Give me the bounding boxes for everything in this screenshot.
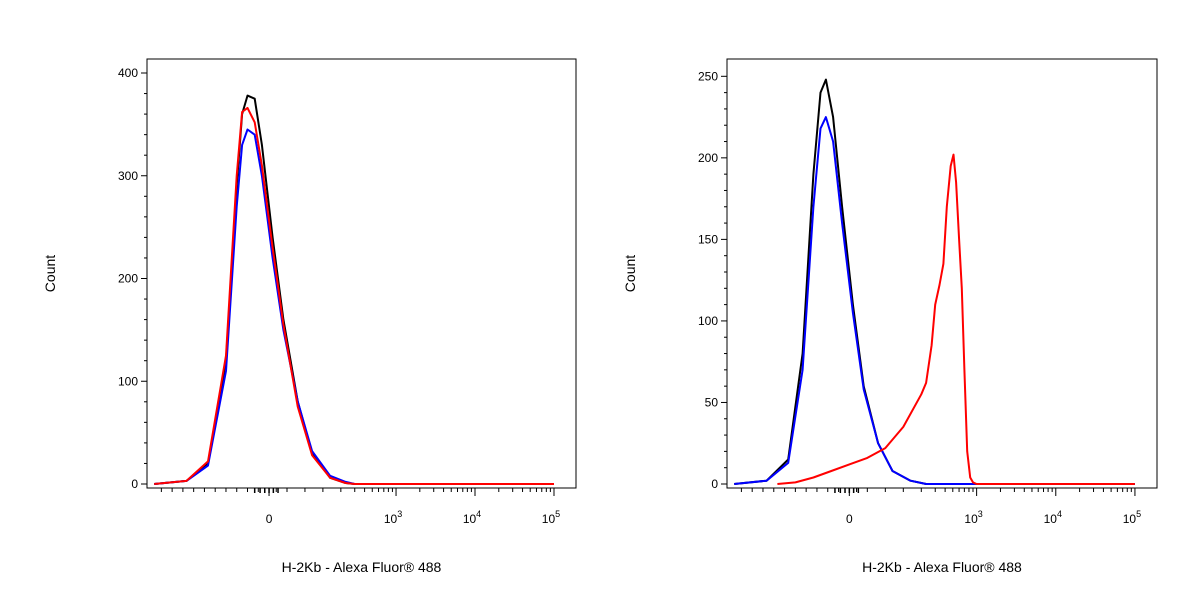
y-tick-label: 400 bbox=[118, 66, 138, 80]
y-axis-title: Count bbox=[622, 255, 638, 292]
y-tick-label: 50 bbox=[705, 395, 719, 409]
y-tick-label: 200 bbox=[118, 272, 138, 286]
x-tick-label: 103 bbox=[384, 509, 402, 526]
x-tick-label: 103 bbox=[964, 509, 982, 526]
left-histogram-panel: 0 100 200 300 400 0 103 104 105 Count H-2Kb - Alex… bbox=[42, 58, 577, 575]
y-tick-label: 0 bbox=[711, 477, 718, 491]
x-tick-label: 0 bbox=[266, 512, 273, 526]
y-tick-label: 100 bbox=[118, 374, 138, 388]
histogram-line bbox=[734, 116, 1135, 485]
y-tick-label: 100 bbox=[698, 314, 718, 328]
histogram-line bbox=[777, 153, 1135, 485]
y-tick-label: 200 bbox=[698, 151, 718, 165]
y-tick-label: 0 bbox=[131, 477, 138, 491]
x-tick-label: 104 bbox=[463, 509, 481, 526]
plot-frame bbox=[146, 58, 577, 489]
x-tick-label: 105 bbox=[542, 509, 560, 526]
histogram-line bbox=[154, 128, 554, 485]
x-axis-title: H-2Kb - Alexa Fluor® 488 bbox=[862, 559, 1022, 575]
y-tick-label: 250 bbox=[698, 69, 718, 83]
y-tick-label: 150 bbox=[698, 232, 718, 246]
x-tick-label: 105 bbox=[1123, 509, 1141, 526]
right-histogram-panel: 0 50 100 150 200 250 0 103 104 105 Count H-2Kb - Al… bbox=[622, 58, 1158, 575]
plot-frame bbox=[726, 58, 1158, 489]
x-tick-label: 0 bbox=[846, 512, 853, 526]
x-axis-title: H-2Kb - Alexa Fluor® 488 bbox=[282, 559, 442, 575]
y-tick-label: 300 bbox=[118, 169, 138, 183]
y-axis-title: Count bbox=[42, 255, 58, 292]
histogram-line bbox=[154, 106, 554, 485]
x-tick-label: 104 bbox=[1044, 509, 1062, 526]
